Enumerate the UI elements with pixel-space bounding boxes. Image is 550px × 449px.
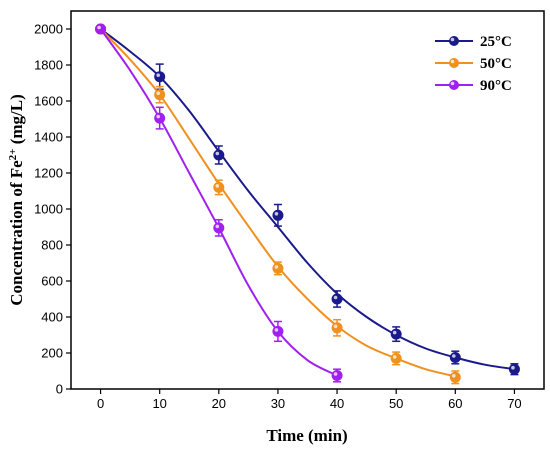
data-point	[272, 209, 284, 221]
legend-swatch-marker	[449, 36, 459, 46]
data-point-highlight	[274, 212, 279, 216]
data-point	[331, 322, 343, 334]
series-0	[95, 23, 520, 376]
data-point-highlight	[215, 184, 220, 188]
y-tick-label: 1400	[34, 130, 63, 145]
plot-frame	[70, 10, 545, 390]
data-point-highlight	[156, 73, 160, 77]
data-point-highlight	[274, 265, 279, 269]
data-point	[213, 222, 225, 234]
data-point	[213, 181, 225, 193]
legend: 25°C 50°C 90°C	[435, 34, 512, 94]
y-tick-label: 1200	[34, 166, 63, 181]
data-point-highlight	[333, 372, 338, 376]
legend-item: 90°C	[435, 78, 512, 94]
y-tick-label: 2000	[34, 22, 63, 37]
y-tick-label: 800	[41, 238, 63, 253]
y-axis-title: Concentration of Fe2+ (mg/L)	[7, 94, 26, 306]
axis-ticks: 0 10 20 30 40 50 60 70 0 200 400 600 800 1000 1200 1400…	[34, 22, 522, 412]
data-point-highlight	[511, 365, 515, 370]
data-point-highlight	[215, 224, 220, 229]
y-tick-label: 0	[56, 382, 63, 397]
data-point	[154, 89, 166, 101]
legend-item: 25°C	[435, 34, 512, 50]
series-layer	[95, 23, 520, 385]
data-point	[390, 328, 402, 340]
data-point	[272, 325, 284, 337]
legend-swatch-marker	[449, 80, 459, 90]
data-point-highlight	[392, 330, 397, 335]
data-point-highlight	[274, 328, 279, 332]
y-tick-label: 1800	[34, 58, 63, 73]
data-point	[331, 293, 343, 305]
data-point	[272, 262, 284, 274]
data-point	[449, 352, 461, 363]
x-tick-label: 30	[271, 396, 285, 411]
data-point-highlight	[97, 25, 101, 30]
data-point-highlight	[156, 114, 160, 119]
y-tick-label: 1600	[34, 94, 63, 109]
x-tick-label: 70	[507, 396, 521, 411]
y-tick-label: 400	[41, 310, 63, 325]
data-point	[95, 23, 107, 35]
data-point-highlight	[333, 324, 338, 329]
data-point	[331, 370, 343, 381]
legend-label: 90°C	[480, 78, 512, 94]
legend-label: 50°C	[480, 56, 512, 72]
legend-swatch-highlight	[450, 59, 455, 64]
y-axis-title-unit: (mg/L)	[7, 94, 26, 148]
y-axis-title-main: Concentration of Fe	[7, 160, 26, 306]
legend-swatch-highlight	[450, 81, 455, 86]
y-tick-label: 200	[41, 346, 63, 361]
data-point-highlight	[452, 374, 456, 378]
data-point-highlight	[452, 354, 456, 358]
data-point	[154, 71, 166, 83]
legend-label: 25°C	[480, 34, 512, 50]
x-tick-label: 60	[448, 396, 462, 411]
data-point-highlight	[156, 91, 160, 95]
data-point	[508, 363, 520, 375]
x-tick-label: 20	[212, 396, 226, 411]
data-point	[154, 112, 166, 124]
fit-line	[99, 28, 515, 371]
series-2	[95, 23, 343, 383]
data-point-highlight	[333, 295, 338, 300]
legend-swatch-marker	[449, 58, 459, 68]
x-tick-label: 40	[330, 396, 344, 411]
legend-swatch-highlight	[450, 37, 455, 42]
data-point	[449, 371, 461, 383]
fit-line	[99, 28, 338, 377]
x-axis-title: Time (min)	[266, 426, 347, 445]
y-axis-title-sup: 2+	[7, 149, 19, 161]
x-tick-label: 50	[389, 396, 403, 411]
data-point-highlight	[215, 151, 220, 156]
x-tick-label: 10	[152, 396, 166, 411]
data-point	[390, 352, 402, 364]
y-tick-label: 1000	[34, 202, 63, 217]
y-tick-label: 600	[41, 274, 63, 289]
data-point	[213, 149, 225, 161]
legend-item: 50°C	[435, 56, 512, 72]
data-point-highlight	[392, 355, 397, 359]
x-tick-label: 0	[97, 396, 104, 411]
